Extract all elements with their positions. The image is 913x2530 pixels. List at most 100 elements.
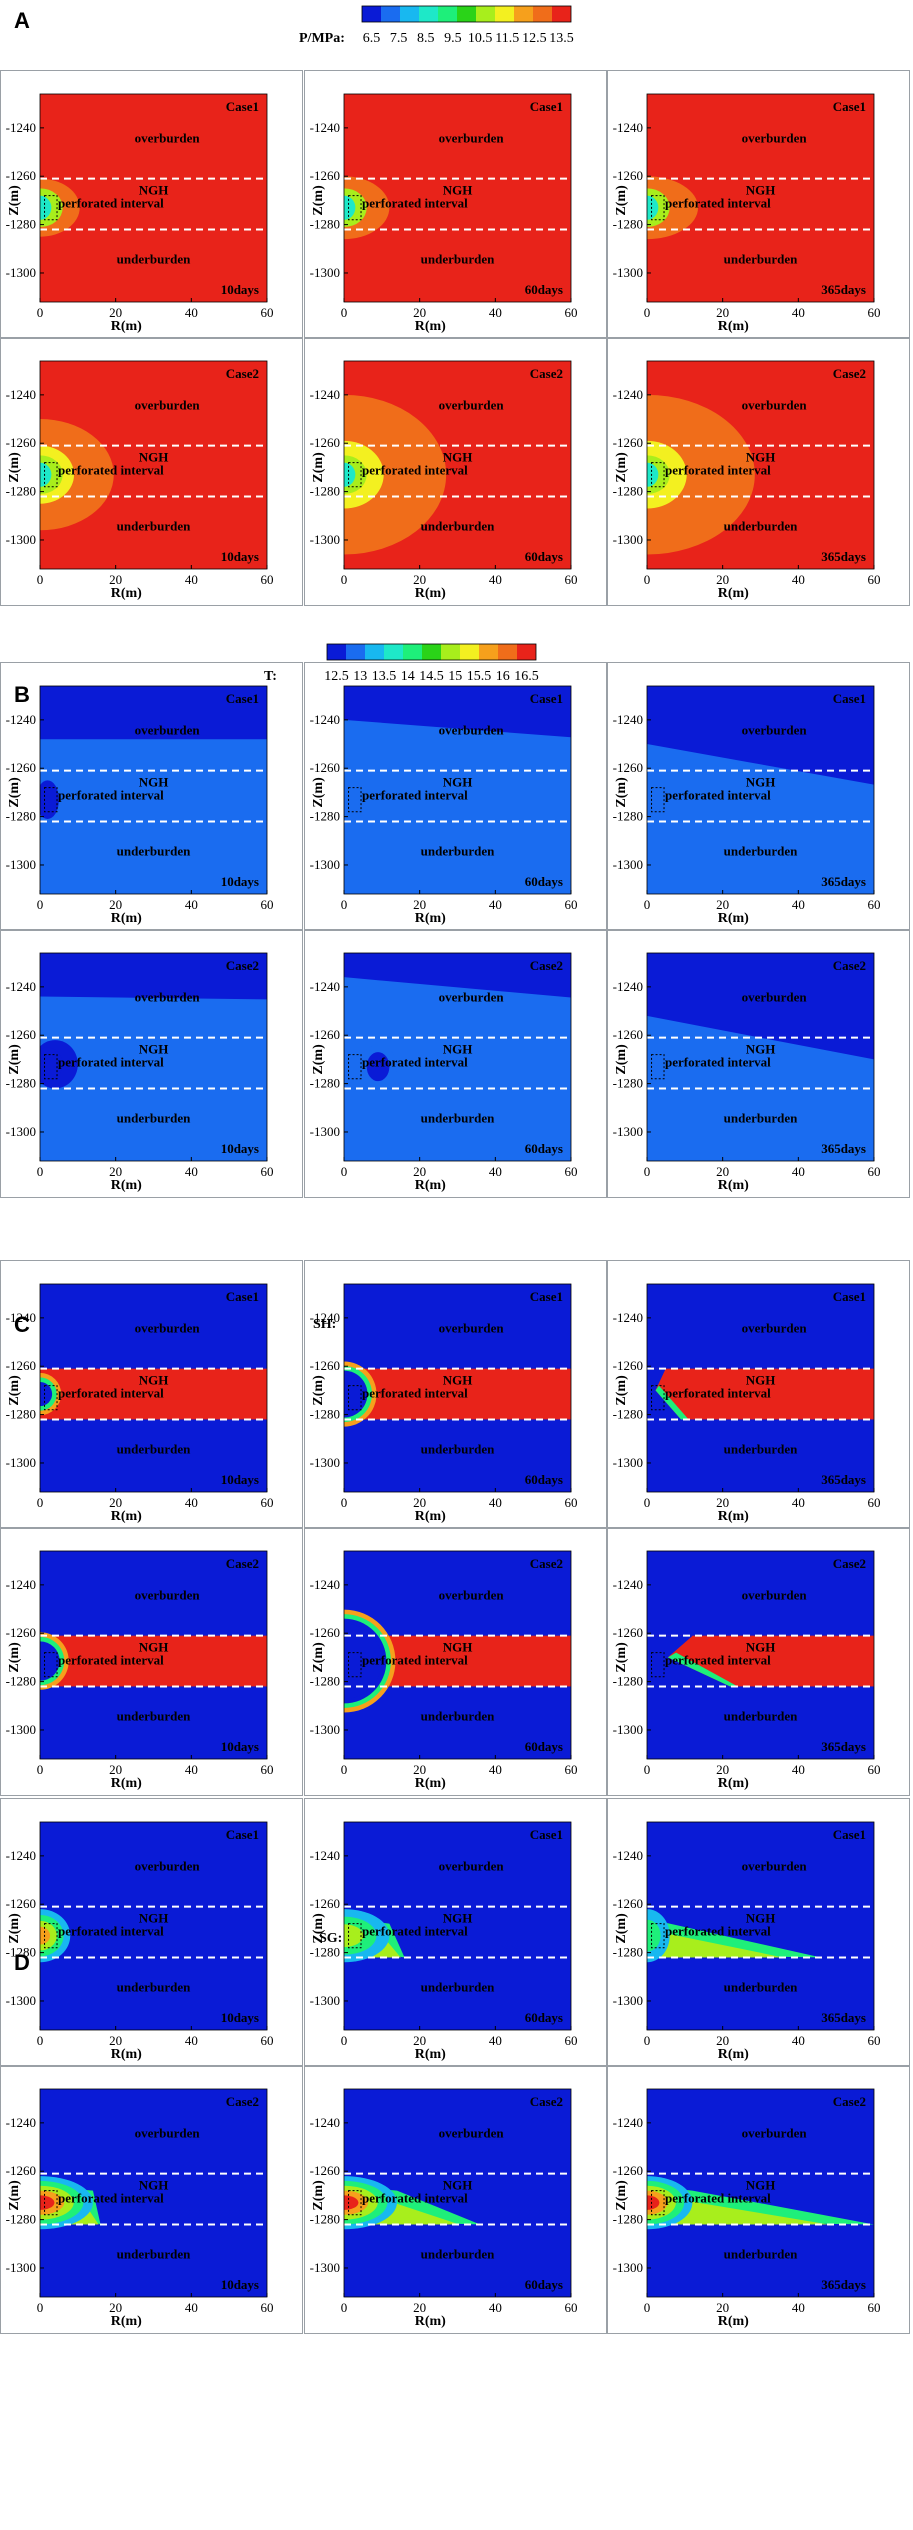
- y-axis-label: Z(m): [7, 1642, 22, 1673]
- y-tick-label: -1240: [613, 712, 643, 727]
- colorbar-swatch: [533, 6, 552, 22]
- perforated-interval-box: [348, 1054, 362, 1080]
- axes-frame: [343, 1821, 572, 2031]
- y-tick-label: -1260: [310, 435, 340, 450]
- case-label: Case1: [833, 1827, 866, 1842]
- y-tick-label: -1260: [613, 2163, 643, 2178]
- y-tick-label: -1240: [613, 387, 643, 402]
- y-tick-label: -1300: [613, 1722, 643, 1737]
- case-label: Case1: [226, 1289, 259, 1304]
- y-tick-label: -1300: [613, 265, 643, 280]
- y-tick-label: -1240: [310, 120, 340, 135]
- time-label: 60days: [525, 1739, 563, 1754]
- label-perforated-interval: perforated interval: [665, 1055, 771, 1070]
- subplot-frame: [607, 662, 910, 931]
- hydrate-layer: [344, 1368, 571, 1420]
- plot-area: [647, 361, 874, 569]
- x-tick-label: 20: [109, 2033, 122, 2048]
- pressure-contour: [344, 394, 447, 555]
- axes-frame: [343, 685, 572, 895]
- subplot-frame: [0, 1798, 303, 2067]
- y-tick-label: -1260: [6, 435, 36, 450]
- time-label: 10days: [221, 549, 259, 564]
- axes-frame: [39, 685, 268, 895]
- axes-frame: [646, 1283, 875, 1493]
- x-tick-label: 0: [341, 897, 348, 912]
- x-tick-label: 20: [716, 897, 729, 912]
- y-tick-label: -1300: [6, 532, 36, 547]
- temperature-band: [344, 719, 571, 894]
- x-tick-label: 0: [644, 1762, 651, 1777]
- y-tick-label: -1300: [6, 1722, 36, 1737]
- x-tick-label: 60: [261, 572, 274, 587]
- label-underburden: underburden: [117, 518, 191, 533]
- y-tick-label: -1300: [310, 1722, 340, 1737]
- field-background: [647, 1822, 874, 2030]
- perforated-interval-box: [348, 1385, 362, 1411]
- label-overburden: overburden: [439, 722, 505, 737]
- x-tick-label: 60: [565, 897, 578, 912]
- label-ngh: NGH: [746, 1041, 776, 1056]
- label-underburden: underburden: [421, 843, 495, 858]
- label-ngh: NGH: [746, 449, 776, 464]
- x-tick-label: 60: [565, 1495, 578, 1510]
- axes-frame: [646, 93, 875, 303]
- subplot-frame: [304, 929, 607, 1198]
- plot-area: [40, 1551, 267, 1759]
- time-label: 365days: [821, 2277, 866, 2292]
- dissociation-front: [667, 1652, 738, 1687]
- time-label: 60days: [525, 1141, 563, 1156]
- y-tick-label: -1280: [310, 484, 340, 499]
- colorbar-tick-label: 9.5: [444, 31, 462, 46]
- label-underburden: underburden: [421, 1979, 495, 1994]
- y-tick-label: -1240: [310, 712, 340, 727]
- y-tick-label: -1280: [613, 1674, 643, 1689]
- y-tick-label: -1260: [613, 1358, 643, 1373]
- pressure-contour: [40, 462, 52, 487]
- label-overburden: overburden: [135, 397, 201, 412]
- label-perforated-interval: perforated interval: [362, 1386, 468, 1401]
- y-tick-label: -1300: [310, 857, 340, 872]
- x-axis-label: R(m): [111, 911, 142, 926]
- y-tick-label: -1260: [613, 1027, 643, 1042]
- label-ngh: NGH: [443, 449, 473, 464]
- label-ngh: NGH: [443, 2177, 473, 2192]
- y-tick-label: -1240: [6, 1848, 36, 1863]
- colorbar-swatch: [403, 644, 422, 660]
- dissociated-zone: [40, 1386, 48, 1402]
- panel-b: BT: 12.5 13 13.5 14 14.5 15 15.5 16 16.5overburde…: [0, 643, 910, 1198]
- colorbar-tick-label: 11.5: [495, 31, 519, 46]
- y-tick-label: -1280: [613, 2212, 643, 2227]
- y-tick-label: -1260: [613, 435, 643, 450]
- x-tick-label: 40: [489, 2300, 502, 2315]
- label-underburden: underburden: [117, 843, 191, 858]
- x-tick-label: 0: [341, 2300, 348, 2315]
- x-tick-label: 0: [341, 1164, 348, 1179]
- plot-area: [40, 953, 267, 1161]
- colorbar-tick-label: 14: [401, 669, 415, 684]
- y-tick-label: -1300: [6, 265, 36, 280]
- colorbar-tick-label: 16: [496, 669, 510, 684]
- perforated-interval-box: [651, 195, 665, 221]
- y-tick-label: -1240: [613, 979, 643, 994]
- x-axis-label: R(m): [111, 586, 142, 601]
- label-underburden: underburden: [117, 2246, 191, 2261]
- case-label: Case2: [226, 2094, 259, 2109]
- perforated-interval-box: [348, 787, 362, 813]
- x-tick-label: 60: [868, 572, 881, 587]
- label-underburden: underburden: [724, 2246, 798, 2261]
- label-overburden: overburden: [439, 989, 505, 1004]
- x-tick-label: 60: [565, 572, 578, 587]
- colorbar-swatch: [457, 6, 476, 22]
- label-underburden: underburden: [421, 2246, 495, 2261]
- y-tick-label: -1280: [310, 1407, 340, 1422]
- x-tick-label: 60: [261, 2033, 274, 2048]
- case-label: Case1: [530, 1827, 563, 1842]
- x-tick-label: 20: [716, 572, 729, 587]
- perforated-interval-box: [44, 1385, 58, 1411]
